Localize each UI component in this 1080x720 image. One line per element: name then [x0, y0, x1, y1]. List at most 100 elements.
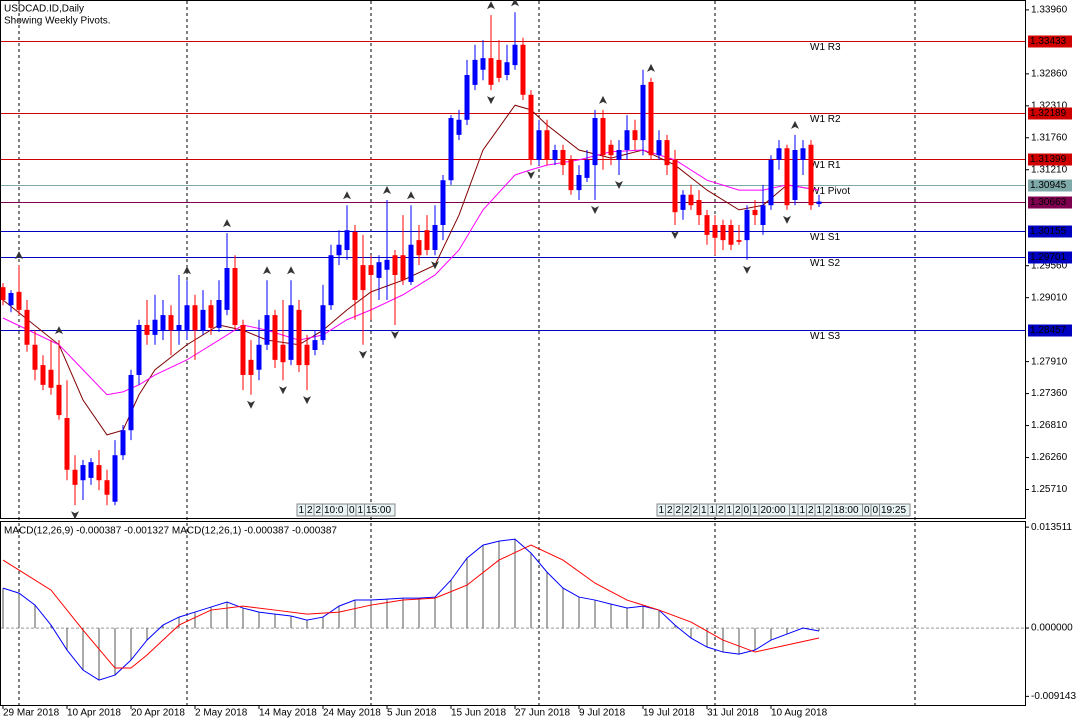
- fractal-down: [783, 215, 791, 224]
- y-tick-label: 1.33960: [1031, 5, 1068, 16]
- macd-title: MACD(12,26,9) -0.000387 -0.001327 MACD(1…: [4, 526, 337, 537]
- candle-body: [752, 209, 758, 216]
- level-price-label: 1.30663: [1030, 197, 1067, 208]
- x-tick-label: 20 Apr 2018: [131, 708, 185, 719]
- macd-frame: [0, 521, 1026, 706]
- fractal-up: [599, 95, 607, 104]
- timer-cell-label: 15:00: [366, 505, 391, 516]
- x-tick-label: 2 May 2018: [195, 708, 248, 719]
- timer-cell-label: 0: [744, 505, 750, 516]
- fractal-down: [671, 230, 679, 239]
- candle-body: [728, 224, 734, 245]
- level-price-box: [1028, 179, 1072, 192]
- candle-body: [56, 384, 62, 416]
- level-price-label: 1.33433: [1030, 36, 1067, 47]
- timer-cell: [364, 503, 396, 517]
- fractal-up: [15, 251, 23, 260]
- candle-body: [640, 84, 646, 141]
- candle-body: [280, 344, 286, 363]
- candle-body: [72, 469, 78, 485]
- fractal-up: [407, 191, 415, 200]
- candle-body: [120, 430, 126, 456]
- timer-cell-label: 19:25: [881, 505, 906, 516]
- candle-body: [720, 224, 726, 241]
- candle-body: [520, 44, 526, 95]
- level-price-label: 1.32189: [1030, 108, 1067, 119]
- candle-body: [184, 305, 190, 331]
- timer-cell-label: 2: [808, 505, 814, 516]
- y-tick-label: 1.31760: [1031, 132, 1068, 143]
- candle-body: [200, 309, 206, 331]
- x-tick-label: 10 Aug 2018: [771, 708, 828, 719]
- candle-body: [424, 230, 430, 250]
- candle-body: [104, 480, 110, 495]
- level-name: W1 R3: [810, 42, 841, 53]
- candle-body: [664, 140, 670, 166]
- timer-cell-label: 2: [316, 505, 322, 516]
- fractal-up: [647, 63, 655, 72]
- level-name: W1 R2: [810, 114, 841, 125]
- fractal-down: [743, 265, 751, 274]
- candle-body: [744, 209, 750, 241]
- candle-body: [464, 74, 470, 120]
- candle-body: [544, 130, 550, 160]
- candle-body: [0, 287, 6, 300]
- level-name: W1 Pivot: [810, 186, 850, 197]
- candle-body: [608, 144, 614, 156]
- timer-cell-label: 1: [752, 505, 758, 516]
- candle-body: [232, 268, 238, 325]
- candle-body: [272, 315, 278, 360]
- fractal-down: [247, 400, 255, 409]
- candle-body: [320, 305, 326, 341]
- level-price-label: 1.30945: [1030, 180, 1067, 191]
- level-price-box: [1028, 107, 1072, 120]
- timer-cell-label: 0: [349, 505, 355, 516]
- candle-body: [536, 130, 542, 160]
- y-tick-label: 1.29010: [1031, 292, 1068, 303]
- candle-body: [368, 265, 374, 275]
- y-tick-label: 1.32310: [1031, 100, 1068, 111]
- candle-body: [456, 119, 462, 135]
- candle-body: [64, 418, 70, 470]
- candle-body: [440, 180, 446, 225]
- candle-body: [656, 140, 662, 156]
- level-price-label: 1.28457: [1030, 325, 1067, 336]
- candle-body: [312, 340, 318, 350]
- candle-body: [648, 81, 654, 156]
- candle-body: [416, 240, 422, 256]
- x-tick-label: 9 Jul 2018: [579, 708, 626, 719]
- y-tick-label: -0.009143: [1031, 691, 1076, 702]
- timer-cell-label: 18:00: [834, 505, 859, 516]
- fractal-up: [287, 266, 295, 275]
- candle-body: [24, 309, 30, 345]
- x-tick-label: 10 Apr 2018: [67, 708, 121, 719]
- candle-body: [472, 59, 478, 85]
- candle-body: [496, 59, 502, 78]
- candle-body: [624, 130, 630, 150]
- candle-body: [176, 324, 182, 331]
- timer-cell-label: 1: [701, 505, 707, 516]
- candle-body: [792, 149, 798, 200]
- timer-cell-label: 1: [727, 505, 733, 516]
- timer-cell-label: 2: [735, 505, 741, 516]
- candle-body: [400, 255, 406, 281]
- level-price-box: [1028, 251, 1072, 264]
- chart-subtitle: Showing Weekly Pivots.: [4, 16, 111, 27]
- fractal-up: [487, 1, 495, 10]
- candle-body: [360, 265, 366, 291]
- x-tick-label: 15 Jun 2018: [451, 708, 506, 719]
- fractal-up: [263, 266, 271, 275]
- candle-body: [224, 268, 230, 310]
- candle-body: [248, 359, 254, 375]
- candle-body: [808, 144, 814, 206]
- y-tick-label: 1.32860: [1031, 68, 1068, 79]
- candle-body: [128, 374, 134, 431]
- candle-body: [168, 315, 174, 331]
- candle-body: [632, 130, 638, 141]
- candle-body: [672, 159, 678, 213]
- timer-cell-label: 2: [684, 505, 690, 516]
- timer-cell-label: 1: [299, 505, 305, 516]
- x-tick-label: 19 Jul 2018: [643, 708, 695, 719]
- timer-cell-label: 2: [825, 505, 831, 516]
- candle-body: [736, 240, 742, 242]
